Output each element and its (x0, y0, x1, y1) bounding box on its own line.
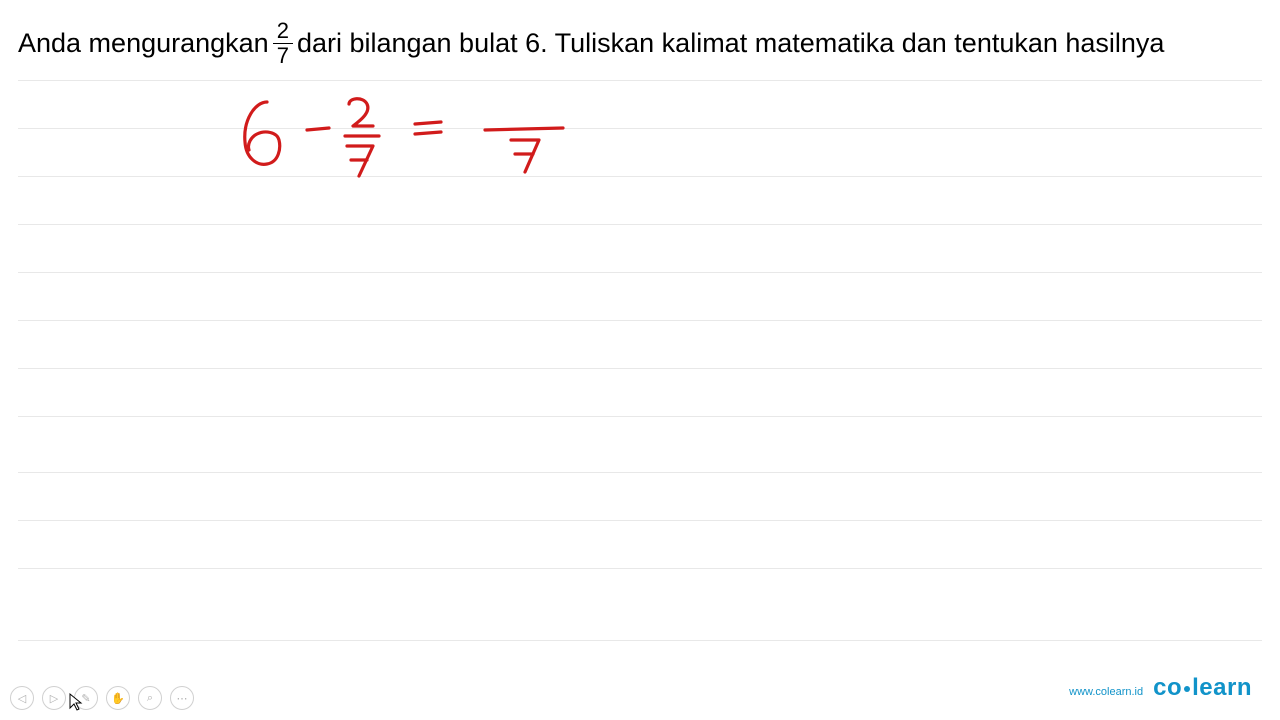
branding: www.colearn.id colearn (1069, 674, 1252, 702)
brand-logo: colearn (1153, 674, 1252, 702)
play-icon: ▷ (50, 692, 58, 705)
more-button[interactable]: ⋯ (170, 686, 194, 710)
rule-line (18, 368, 1262, 369)
question-fraction: 2 7 (273, 20, 293, 67)
question-area: Anda mengurangkan 2 7 dari bilangan bula… (0, 0, 1280, 67)
more-icon: ⋯ (177, 692, 188, 705)
lined-paper (18, 80, 1262, 702)
play-button[interactable]: ▷ (42, 686, 66, 710)
back-button[interactable]: ◁ (10, 686, 34, 710)
question-part2: dari bilangan bulat 6. Tuliskan kalimat … (297, 26, 1165, 61)
rule-line (18, 640, 1262, 641)
zoom-button[interactable]: ⌕ (138, 686, 162, 710)
rule-line (18, 80, 1262, 81)
zoom-icon: ⌕ (147, 692, 153, 705)
question-text: Anda mengurangkan 2 7 dari bilangan bula… (18, 20, 1262, 67)
rule-line (18, 224, 1262, 225)
hand-button[interactable]: ✋ (106, 686, 130, 710)
rule-line (18, 128, 1262, 129)
rule-line (18, 520, 1262, 521)
brand-dot-icon (1184, 686, 1190, 692)
pen-icon: ✎ (81, 692, 90, 705)
rule-line (18, 272, 1262, 273)
rule-line (18, 568, 1262, 569)
rule-line (18, 416, 1262, 417)
brand-logo-part1: co (1153, 674, 1182, 701)
question-part1: Anda mengurangkan (18, 26, 269, 61)
brand-url: www.colearn.id (1069, 686, 1143, 698)
hand-icon: ✋ (111, 692, 125, 705)
fraction-denominator: 7 (273, 43, 293, 67)
pen-button[interactable]: ✎ (74, 686, 98, 710)
toolbar: ◁ ▷ ✎ ✋ ⌕ ⋯ (10, 686, 194, 710)
rule-line (18, 176, 1262, 177)
fraction-numerator: 2 (273, 20, 293, 43)
back-icon: ◁ (18, 692, 26, 705)
rule-line (18, 320, 1262, 321)
rule-line (18, 472, 1262, 473)
brand-logo-part2: learn (1192, 674, 1252, 701)
